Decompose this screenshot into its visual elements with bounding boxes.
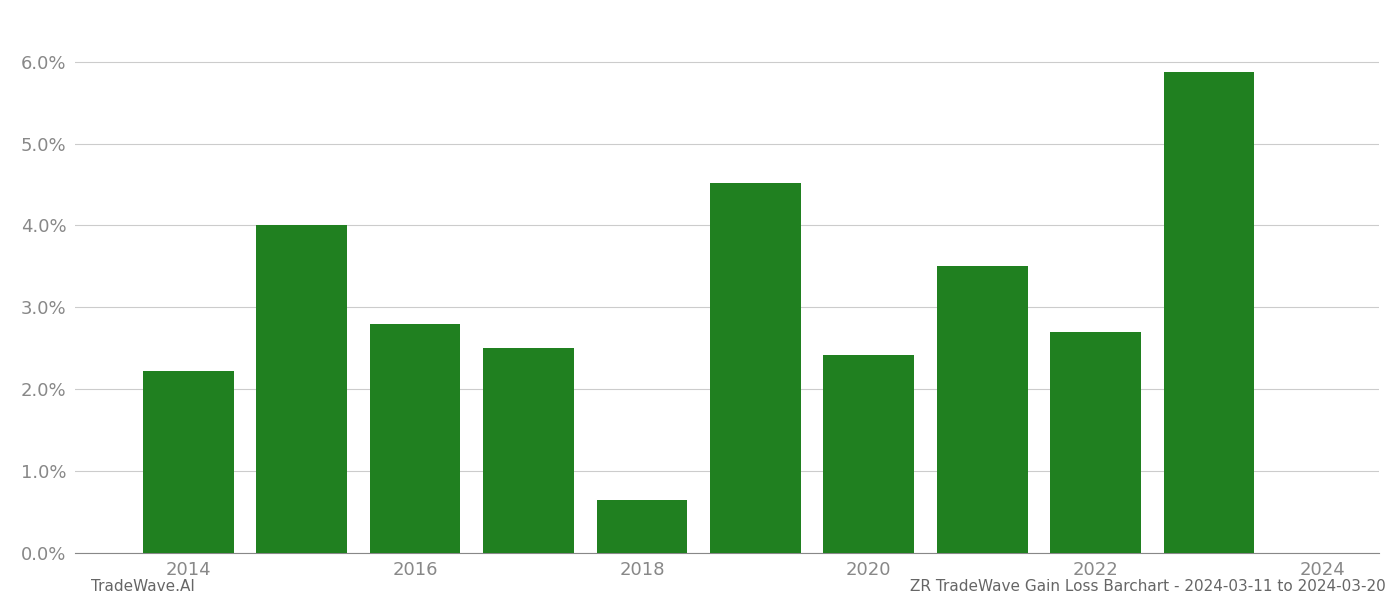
Bar	[1163, 73, 1254, 553]
Bar	[370, 323, 461, 553]
Bar	[256, 226, 347, 553]
Bar	[710, 183, 801, 553]
Bar	[143, 371, 234, 553]
Text: ZR TradeWave Gain Loss Barchart - 2024-03-11 to 2024-03-20: ZR TradeWave Gain Loss Barchart - 2024-0…	[910, 579, 1386, 594]
Bar	[937, 266, 1028, 553]
Bar	[1050, 332, 1141, 553]
Bar	[483, 348, 574, 553]
Text: TradeWave.AI: TradeWave.AI	[91, 579, 195, 594]
Bar	[823, 355, 914, 553]
Bar	[596, 500, 687, 553]
